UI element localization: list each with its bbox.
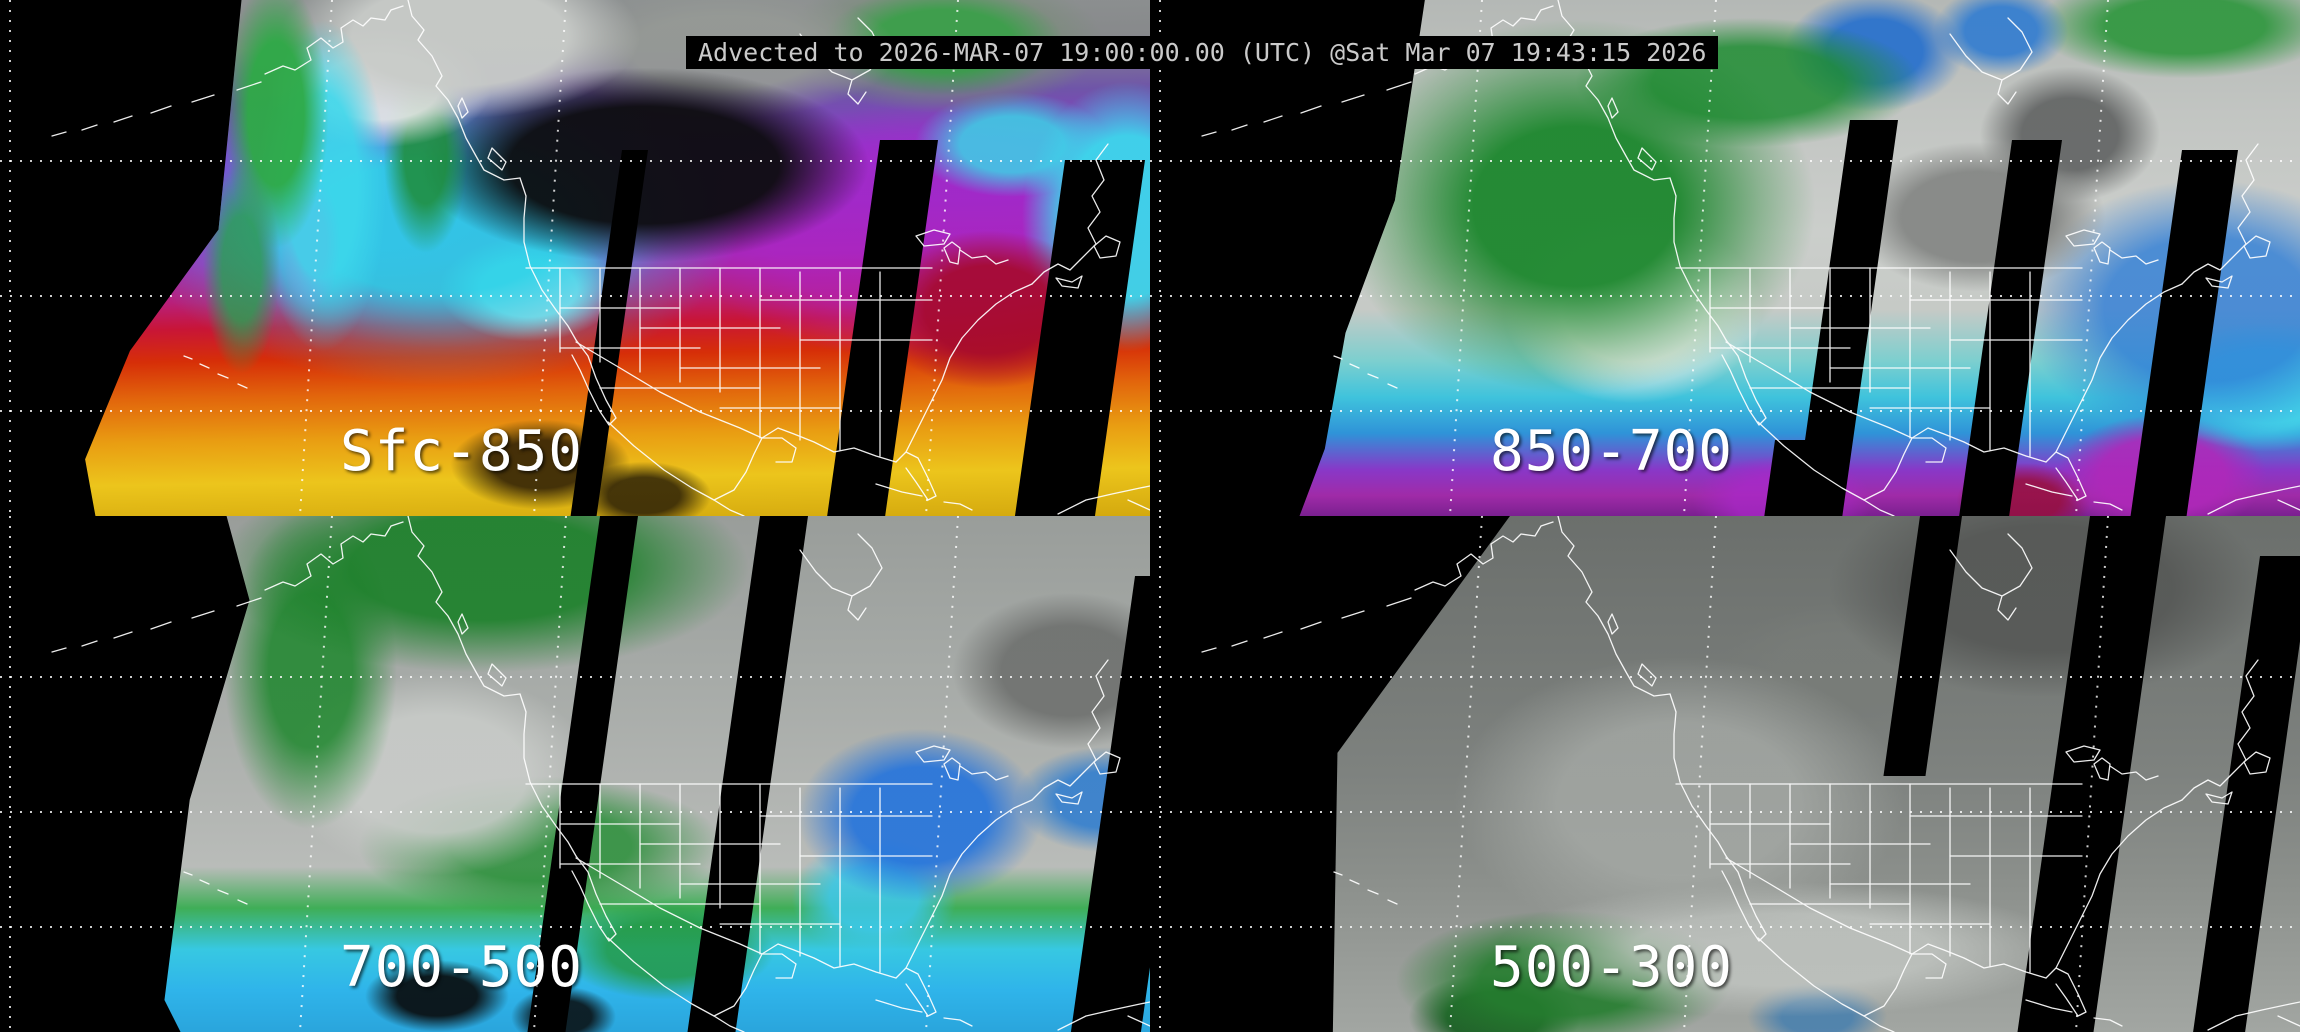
panel-sfc-850: Sfc-850 <box>0 0 1150 516</box>
timestamp-banner: Advected to 2026-MAR-07 19:00:00.00 (UTC… <box>686 36 1719 69</box>
panel-label-500-300: 500-300 <box>1490 935 1734 1000</box>
panel-label-850-700: 850-700 <box>1490 419 1734 484</box>
panel-700-500: 700-500 <box>0 516 1150 1032</box>
panel-label-sfc-850: Sfc-850 <box>340 419 584 484</box>
panel-500-300: 500-300 <box>1150 516 2300 1032</box>
panel-850-700: 850-700 <box>1150 0 2300 516</box>
panel-label-700-500: 700-500 <box>340 935 584 1000</box>
